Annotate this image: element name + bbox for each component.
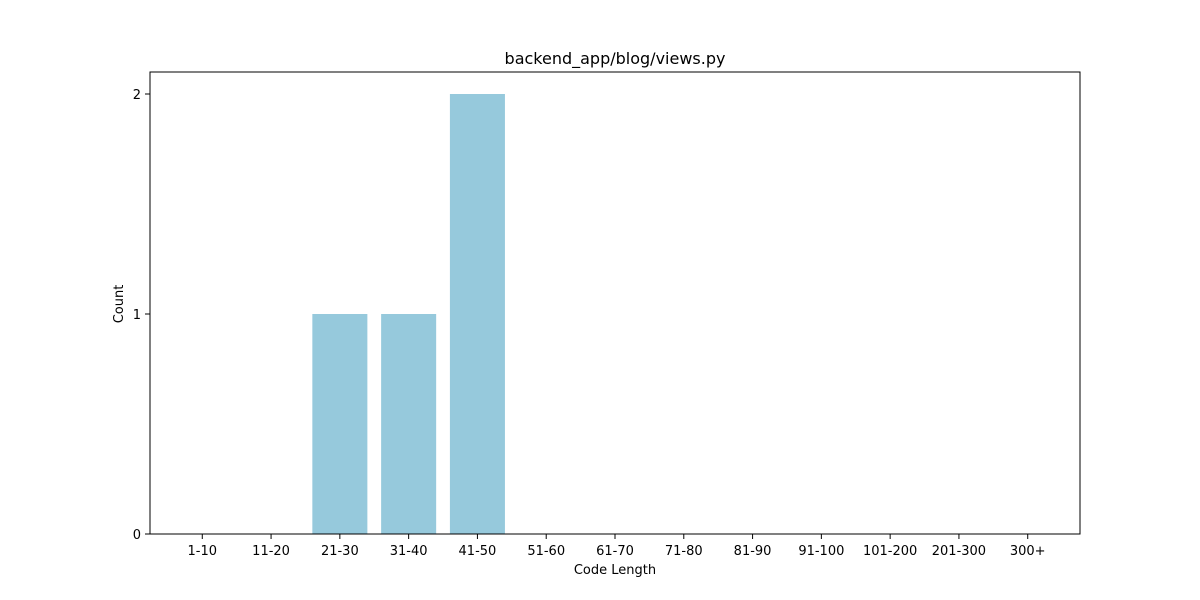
x-tick-label: 300+ (1010, 544, 1046, 559)
x-tick-label: 21-30 (321, 544, 359, 559)
bar-41-50 (450, 94, 505, 534)
x-tick-label: 101-200 (863, 544, 917, 559)
y-axis-label: Count (112, 285, 127, 324)
y-tick-label: 2 (133, 88, 141, 103)
y-tick-label: 1 (133, 308, 141, 323)
x-tick-label: 31-40 (390, 544, 428, 559)
chart-title: backend_app/blog/views.py (505, 49, 726, 69)
y-tick-label: 0 (133, 528, 141, 543)
x-tick-label: 81-90 (734, 544, 772, 559)
bar-21-30 (312, 314, 367, 534)
x-tick-label: 61-70 (596, 544, 634, 559)
x-tick-label: 91-100 (798, 544, 844, 559)
bars-group (312, 94, 505, 534)
x-tick-label: 51-60 (527, 544, 565, 559)
x-tick-label: 71-80 (665, 544, 703, 559)
x-tick-label: 1-10 (188, 544, 218, 559)
bar-31-40 (381, 314, 436, 534)
x-tick-label: 201-300 (932, 544, 986, 559)
x-axis: 1-10 11-20 21-30 31-40 41-50 51-60 61-70 71-80 8… (188, 534, 1046, 559)
x-axis-label: Code Length (574, 563, 656, 578)
plot-frame (150, 72, 1080, 534)
x-tick-label: 11-20 (252, 544, 290, 559)
x-tick-label: 41-50 (459, 544, 497, 559)
y-axis: 0 1 2 (133, 88, 150, 543)
